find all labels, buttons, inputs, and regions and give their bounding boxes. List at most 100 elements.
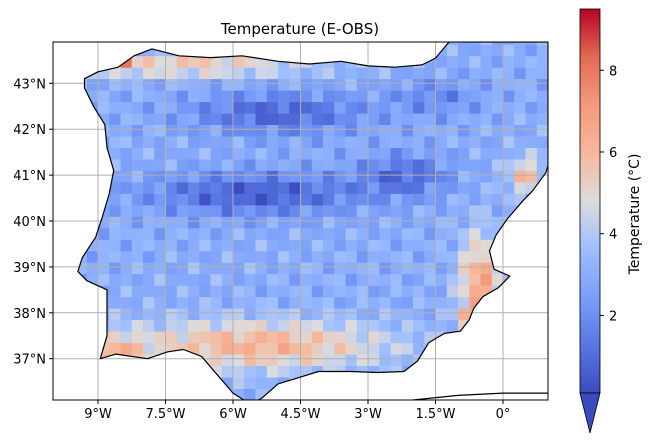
heatmap-cell — [379, 388, 391, 400]
heatmap-cell — [244, 90, 256, 103]
heatmap-cell — [131, 331, 144, 344]
heatmap-cell — [188, 42, 200, 45]
heatmap-cell — [199, 170, 211, 183]
heatmap-cell — [300, 331, 313, 344]
heatmap-cell — [345, 388, 358, 400]
heatmap-cell — [323, 204, 335, 217]
heatmap-cell — [233, 250, 245, 263]
heatmap-cell — [131, 101, 144, 114]
heatmap-cell — [503, 296, 515, 309]
heatmap-cell — [143, 365, 155, 378]
heatmap-cell — [244, 147, 256, 160]
heatmap-cell — [413, 90, 425, 103]
heatmap-cell — [424, 354, 436, 366]
heatmap-cell — [199, 113, 211, 125]
heatmap-cell — [345, 147, 358, 160]
heatmap-cell — [154, 388, 166, 400]
heatmap-cell — [311, 285, 324, 298]
heatmap-cell — [143, 42, 155, 45]
heatmap-cell — [390, 354, 403, 366]
heatmap-cell — [379, 193, 391, 206]
heatmap-cell — [289, 308, 301, 321]
heatmap-cell — [345, 331, 358, 344]
heatmap-cell — [401, 319, 414, 332]
heatmap-cell — [98, 136, 110, 148]
heatmap-cell — [199, 147, 211, 160]
heatmap-cell — [176, 354, 189, 366]
heatmap-cell — [64, 56, 76, 68]
heatmap-cell — [289, 239, 301, 252]
heatmap-cell — [255, 159, 268, 171]
heatmap-cell — [199, 90, 211, 103]
heatmap-cell — [503, 308, 515, 321]
coastline — [77, 42, 548, 400]
heatmap-cell — [210, 331, 223, 344]
heatmap-cell — [53, 251, 65, 263]
heatmap-cell — [77, 308, 88, 321]
heatmap-cell — [345, 193, 358, 206]
heatmap-cell — [154, 101, 166, 114]
heatmap-cell — [244, 273, 256, 286]
heatmap-cell — [120, 365, 133, 378]
heatmap-cell — [86, 147, 99, 160]
x-tick-label: 3°W — [354, 407, 382, 422]
heatmap-cell — [86, 44, 99, 57]
heatmap-cell — [210, 216, 223, 229]
heatmap-cell — [154, 296, 166, 309]
heatmap-cell — [514, 388, 526, 400]
heatmap-cell — [278, 170, 290, 183]
heatmap-cell — [266, 285, 279, 298]
heatmap-cell — [210, 354, 223, 366]
heatmap-cell — [446, 67, 459, 80]
heatmap-cell — [368, 216, 380, 229]
heatmap-cell — [244, 239, 256, 252]
heatmap-cell — [368, 239, 380, 252]
heatmap-cell — [345, 124, 358, 137]
heatmap-cell — [300, 78, 313, 91]
heatmap-cell — [514, 204, 526, 217]
heatmap-cell — [446, 159, 459, 171]
heatmap-cell — [401, 159, 414, 171]
heatmap-cell — [334, 182, 346, 194]
heatmap-cell — [480, 285, 493, 298]
heatmap-cell — [368, 44, 380, 57]
heatmap-cell — [176, 136, 189, 148]
heatmap-cell — [503, 331, 515, 344]
heatmap-cell — [244, 44, 256, 57]
heatmap-cell — [379, 113, 391, 125]
heatmap-cell — [199, 250, 211, 263]
heatmap-cell — [401, 331, 414, 344]
heatmap-cell — [491, 101, 504, 114]
heatmap-cell — [446, 147, 459, 160]
heatmap-cell — [334, 90, 346, 103]
heatmap-cell — [131, 124, 144, 137]
heatmap-cell — [233, 273, 245, 286]
heatmap-cell — [165, 78, 178, 91]
heatmap-cell — [221, 308, 234, 321]
heatmap-cell — [356, 193, 369, 206]
heatmap-cell — [435, 377, 448, 389]
heatmap-cell — [255, 273, 268, 286]
heatmap-cell — [446, 42, 459, 45]
heatmap-cell — [401, 273, 414, 286]
heatmap-cell — [98, 262, 110, 275]
heatmap-cell — [233, 44, 245, 57]
heatmap-cell — [109, 377, 121, 389]
heatmap-cell — [278, 285, 290, 298]
heatmap-cell — [221, 377, 234, 389]
heatmap-cell — [491, 204, 504, 217]
heatmap-cell — [379, 296, 391, 309]
heatmap-cell — [469, 124, 481, 137]
heatmap-cell — [233, 67, 245, 80]
heatmap-cell — [188, 354, 200, 366]
heatmap-cell — [311, 296, 324, 309]
heatmap-cell — [188, 113, 200, 125]
heatmap-cell — [154, 124, 166, 137]
heatmap-cell — [323, 193, 335, 206]
heatmap-cell — [435, 204, 448, 217]
heatmap-cell — [503, 55, 515, 68]
heatmap-cell — [458, 182, 470, 194]
chart-title: Temperature (E-OBS) — [220, 20, 379, 38]
heatmap-cell — [120, 67, 133, 80]
heatmap-cell — [143, 285, 155, 298]
